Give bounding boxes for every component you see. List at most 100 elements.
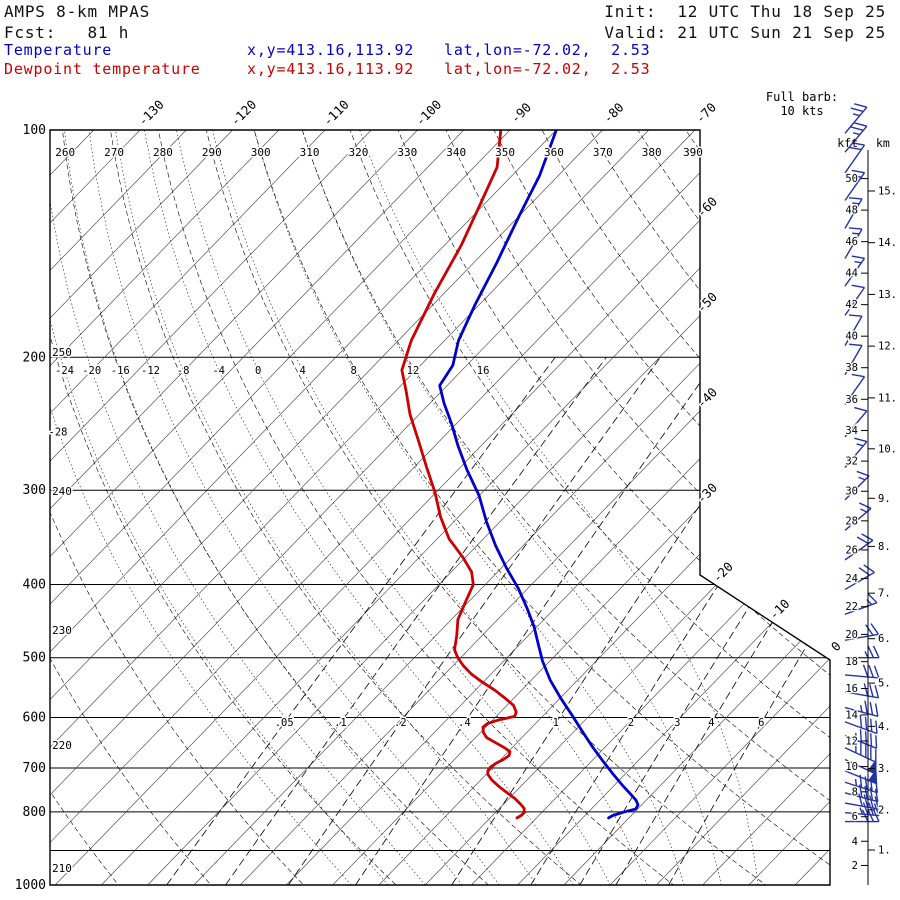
legend-temperature-xy: x,y=413.16,113.92: [247, 41, 415, 59]
svg-text:700: 700: [23, 761, 46, 776]
svg-text:-10: -10: [766, 596, 793, 623]
legend-temperature-label: Temperature: [4, 41, 113, 59]
svg-text:12: 12: [845, 735, 858, 747]
svg-text:5.: 5.: [878, 678, 891, 690]
barb-legend-line2: 10 kts: [780, 104, 823, 118]
svg-text:-12: -12: [141, 365, 160, 377]
svg-text:8: 8: [350, 365, 356, 377]
svg-text:280: 280: [153, 146, 173, 159]
svg-text:500: 500: [23, 651, 46, 666]
svg-text:250: 250: [52, 346, 72, 359]
svg-text:360: 360: [544, 146, 564, 159]
svg-text:4.: 4.: [878, 721, 891, 733]
svg-text:44: 44: [845, 268, 858, 280]
legend-dewpoint-label: Dewpoint temperature: [4, 60, 201, 78]
svg-text:1: 1: [553, 717, 559, 729]
svg-text:1.: 1.: [878, 844, 891, 856]
svg-text:-90: -90: [508, 100, 535, 127]
svg-text:38: 38: [845, 362, 858, 374]
svg-text:-20: -20: [709, 559, 736, 586]
svg-text:340: 340: [446, 146, 466, 159]
svg-text:320: 320: [348, 146, 368, 159]
legend-dewpoint-latlon: lat,lon=-72.02, 2.53: [444, 60, 651, 78]
svg-text:24: 24: [845, 573, 858, 585]
svg-text:4: 4: [708, 717, 714, 729]
svg-text:-40: -40: [694, 384, 721, 411]
temperature-curve: [438, 130, 640, 820]
valid-time: Valid: 21 UTC Sun 21 Sep 25: [604, 23, 886, 42]
svg-text:4: 4: [852, 836, 858, 848]
svg-text:-80: -80: [600, 100, 627, 127]
svg-text:350: 350: [495, 146, 515, 159]
svg-text:7.: 7.: [878, 588, 891, 600]
svg-text:380: 380: [642, 146, 662, 159]
background-grid: [50, 130, 830, 885]
svg-text:200: 200: [23, 350, 46, 365]
altitude-axis: 2468101214161820222426283032343638404244…: [844, 150, 898, 885]
svg-text:40: 40: [845, 331, 858, 343]
svg-text:22: 22: [845, 601, 858, 613]
svg-text:6: 6: [852, 811, 858, 823]
svg-text:16: 16: [845, 683, 858, 695]
legend-dewpoint-xy: x,y=413.16,113.92: [247, 60, 415, 78]
forecast-hour: Fcst: 81 h: [4, 23, 130, 42]
svg-text:15.: 15.: [878, 185, 897, 197]
svg-text:-20: -20: [82, 365, 101, 377]
svg-text:18: 18: [845, 656, 858, 668]
svg-text:-24: -24: [55, 365, 74, 377]
model-title: AMPS 8-km MPAS: [4, 2, 151, 21]
svg-text:46: 46: [845, 236, 858, 248]
svg-text:.4: .4: [458, 717, 471, 729]
svg-text:11.: 11.: [878, 392, 897, 404]
svg-text:-120: -120: [227, 97, 259, 129]
svg-text:12.: 12.: [878, 341, 897, 353]
kft-axis-label: kft: [837, 136, 858, 150]
svg-text:20: 20: [845, 629, 858, 641]
svg-text:210: 210: [52, 862, 72, 875]
svg-text:-70: -70: [693, 100, 720, 127]
svg-text:-110: -110: [320, 97, 352, 129]
svg-text:400: 400: [23, 578, 46, 593]
svg-text:240: 240: [52, 485, 72, 498]
svg-text:14: 14: [845, 709, 858, 721]
svg-text:600: 600: [23, 711, 46, 726]
svg-text:270: 270: [104, 146, 124, 159]
svg-text:6: 6: [758, 717, 764, 729]
svg-text:2.: 2.: [878, 804, 891, 816]
svg-text:300: 300: [251, 146, 271, 159]
svg-text:-28: -28: [49, 427, 68, 439]
svg-text:290: 290: [202, 146, 222, 159]
svg-text:-30: -30: [694, 480, 721, 507]
legend-temperature-latlon: lat,lon=-72.02, 2.53: [444, 41, 651, 59]
svg-text:310: 310: [300, 146, 320, 159]
svg-text:2: 2: [852, 860, 858, 872]
barb-legend-line1: Full barb:: [766, 90, 838, 104]
svg-text:0: 0: [255, 365, 261, 377]
dewpoint-curve: [400, 130, 526, 820]
svg-text:-100: -100: [412, 97, 444, 129]
svg-text:3.: 3.: [878, 763, 891, 775]
svg-text:330: 330: [397, 146, 417, 159]
svg-text:-50: -50: [694, 289, 721, 316]
svg-text:-16: -16: [111, 365, 130, 377]
svg-text:.05: .05: [275, 717, 294, 729]
svg-text:48: 48: [845, 205, 858, 217]
svg-text:.1: .1: [334, 717, 347, 729]
svg-text:-60: -60: [694, 194, 721, 221]
svg-text:3: 3: [674, 717, 680, 729]
svg-text:8: 8: [852, 786, 858, 798]
svg-text:36: 36: [845, 394, 858, 406]
svg-text:30: 30: [845, 486, 858, 498]
svg-text:26: 26: [845, 544, 858, 556]
svg-text:2: 2: [628, 717, 634, 729]
init-time: Init: 12 UTC Thu 18 Sep 25: [604, 2, 886, 21]
svg-text:220: 220: [52, 739, 72, 752]
svg-text:12: 12: [407, 365, 420, 377]
svg-text:-130: -130: [135, 97, 167, 129]
km-axis-label: km: [876, 136, 890, 150]
svg-text:10.: 10.: [878, 443, 897, 455]
svg-text:0: 0: [828, 638, 844, 654]
plot-frame: [49, 129, 831, 886]
